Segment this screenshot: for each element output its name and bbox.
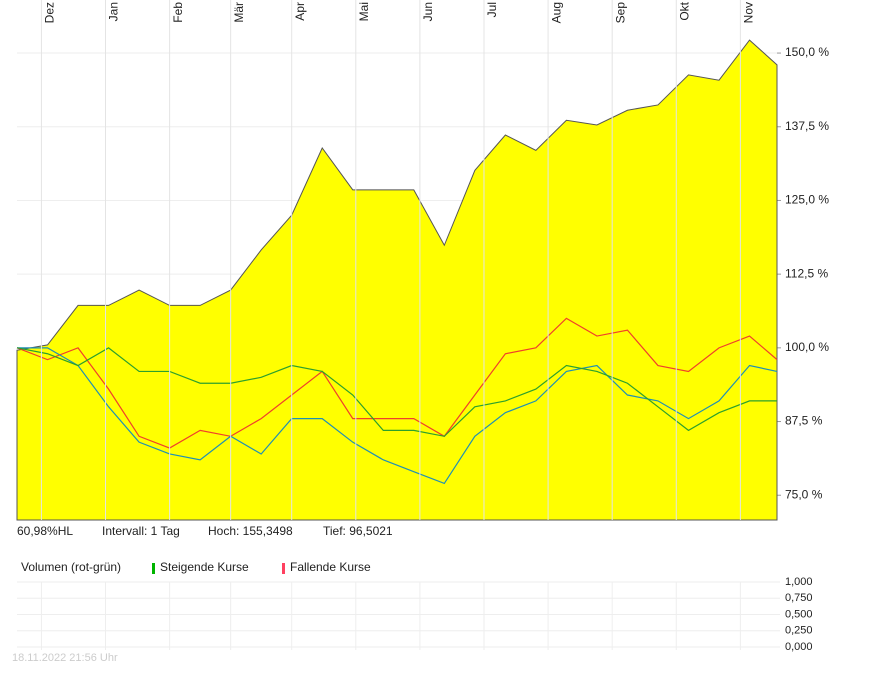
x-tick-label: Apr [293, 2, 307, 21]
panel-title: Volumen (rot-grün) [21, 560, 121, 574]
y-tick-label: 125,0 % [785, 193, 829, 207]
info-text: Intervall: 1 Tag [102, 524, 180, 538]
y-tick-label: 75,0 % [785, 487, 823, 501]
info-text: Hoch: 155,3498 [208, 524, 293, 538]
x-tick-label: Mai [357, 2, 371, 21]
x-tick-label: Feb [171, 2, 185, 23]
info-text: 60,98%HL [17, 524, 73, 538]
y-tick-label: 0,000 [785, 641, 813, 653]
x-tick-label: Jan [107, 2, 121, 21]
y-tick-label: 0,500 [785, 608, 813, 620]
x-tick-label: Aug [549, 2, 563, 23]
area [16, 39, 778, 521]
line [17, 347, 778, 485]
y-tick-label: 1,000 [785, 576, 813, 588]
x-tick-label: Okt [677, 1, 691, 20]
x-tick-label: Nov [742, 2, 756, 23]
y-tick-label: 100,0 % [785, 340, 829, 354]
legend-label: Fallende Kurse [290, 560, 371, 574]
line [16, 347, 777, 437]
timestamp: 18.11.2022 21:56 Uhr [12, 652, 118, 664]
x-tick-label: Jul [485, 2, 499, 17]
x-tick-label: Jun [421, 2, 435, 21]
x-tick-label: Mär [232, 2, 246, 23]
legend-swatch [282, 563, 285, 574]
legend-swatch [152, 563, 155, 574]
x-tick-label: Sep [613, 2, 627, 24]
y-tick-label: 112,5 % [785, 266, 828, 280]
line [16, 317, 778, 449]
y-tick-label: 87,5 % [785, 414, 823, 428]
y-tick-label: 0,750 [785, 592, 813, 604]
x-tick-label: Dez [43, 2, 57, 23]
y-tick-label: 150,0 % [785, 45, 829, 59]
info-text: Tief: 96,5021 [323, 524, 393, 538]
y-tick-label: 0,250 [785, 625, 813, 637]
y-tick-label: 137,5 % [785, 119, 829, 133]
legend-label: Steigende Kurse [160, 560, 249, 574]
